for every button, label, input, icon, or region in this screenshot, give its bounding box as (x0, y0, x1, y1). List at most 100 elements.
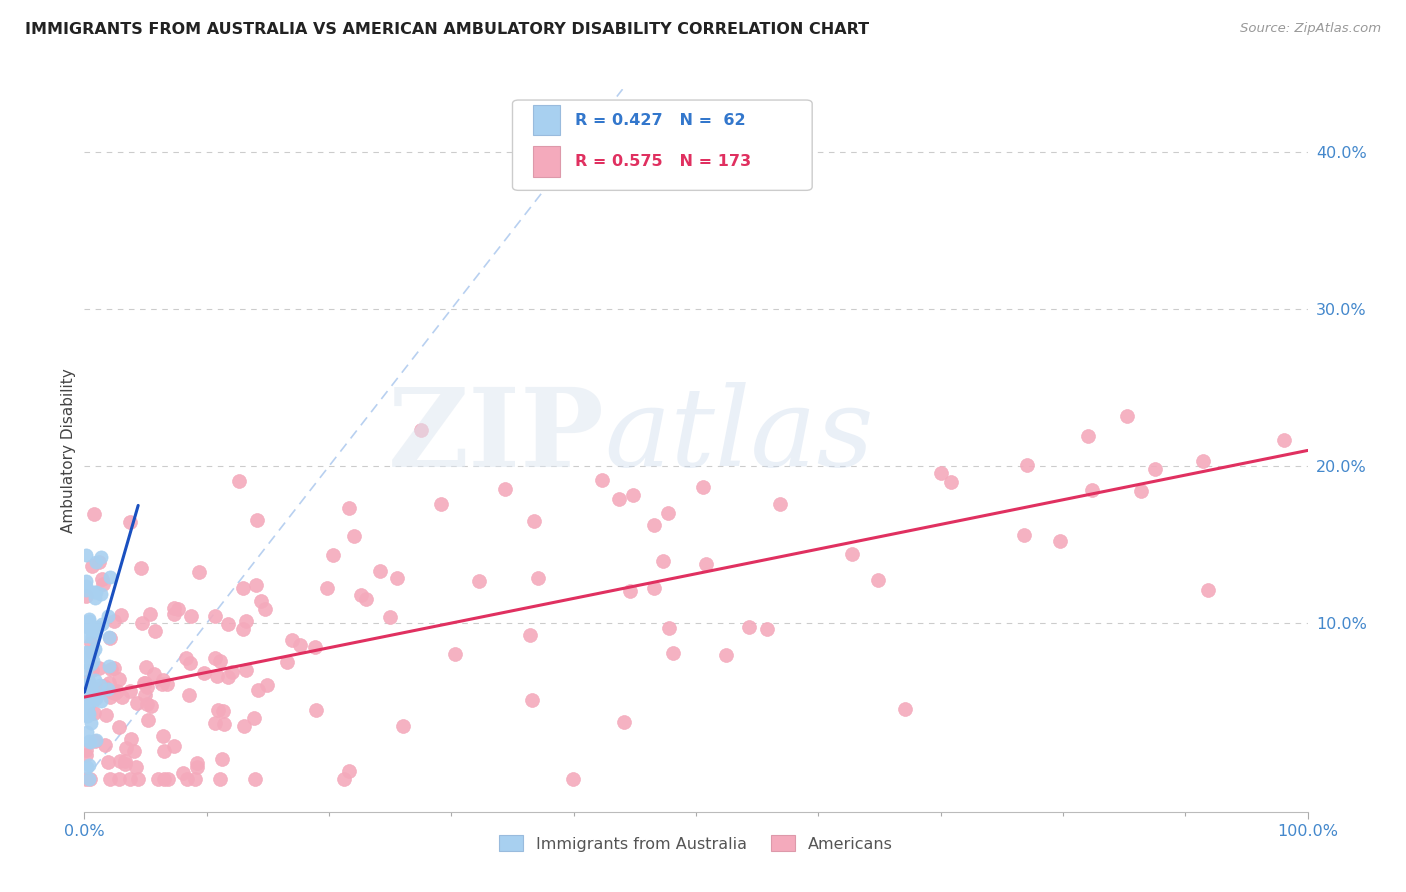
Point (127, 772, 149, 786)
Point (90, 550, 112, 565)
Point (368, 564, 391, 578)
Point (695, 558, 717, 572)
Point (561, 772, 583, 786)
Point (1144, 462, 1167, 476)
Point (84, 681, 107, 696)
Point (83, 693, 105, 707)
Point (204, 716, 226, 731)
Point (209, 654, 232, 668)
Point (75, 629, 97, 643)
Point (931, 466, 953, 480)
Point (207, 703, 229, 717)
Point (184, 772, 207, 786)
Point (304, 640, 326, 654)
Point (97, 609, 120, 624)
Point (87, 555, 110, 569)
Point (176, 651, 198, 665)
Point (152, 729, 174, 743)
Point (75, 579, 97, 593)
Point (97, 630, 120, 644)
FancyBboxPatch shape (533, 146, 560, 177)
Point (90, 694, 112, 708)
Point (84, 734, 107, 748)
Point (76, 725, 98, 739)
Point (115, 740, 138, 755)
Point (91, 573, 114, 587)
Point (256, 678, 278, 692)
Point (138, 713, 160, 727)
Point (221, 665, 243, 679)
Point (80, 663, 103, 677)
Point (110, 755, 132, 769)
Point (193, 665, 215, 680)
Point (156, 677, 179, 691)
Point (84, 591, 107, 606)
Point (209, 772, 232, 786)
Point (1197, 583, 1219, 598)
Point (332, 772, 354, 786)
Point (177, 688, 200, 702)
Point (841, 547, 863, 561)
Point (80, 636, 103, 650)
Point (135, 697, 157, 711)
Point (75, 678, 97, 692)
Point (217, 670, 239, 684)
Point (619, 584, 641, 599)
Point (84, 555, 107, 569)
Point (143, 624, 166, 639)
Point (82, 685, 104, 699)
Text: R = 0.427   N =  62: R = 0.427 N = 62 (575, 112, 745, 128)
Point (132, 676, 155, 690)
Point (118, 683, 141, 698)
Point (75, 649, 97, 664)
Point (94, 681, 117, 696)
Point (77, 695, 100, 709)
Point (657, 506, 679, 520)
Point (186, 756, 208, 770)
Point (243, 772, 266, 786)
Point (769, 497, 792, 511)
Point (163, 607, 186, 621)
Point (77, 615, 100, 629)
Point (77, 705, 100, 719)
Point (148, 772, 170, 786)
Point (392, 719, 415, 733)
Point (172, 765, 194, 780)
Point (139, 607, 162, 622)
Point (120, 772, 142, 786)
Point (125, 696, 148, 710)
Point (163, 600, 186, 615)
Point (76, 648, 98, 662)
Point (894, 701, 917, 715)
Point (83, 706, 105, 721)
Point (380, 609, 402, 624)
Point (494, 482, 516, 496)
Point (79, 735, 101, 749)
Point (77, 674, 100, 689)
Point (250, 594, 273, 608)
Point (129, 561, 152, 575)
Point (76, 673, 98, 688)
Point (1129, 483, 1152, 498)
Point (176, 772, 198, 786)
Point (232, 581, 254, 595)
Point (103, 661, 125, 675)
Point (235, 614, 257, 628)
Text: R = 0.575   N = 173: R = 0.575 N = 173 (575, 154, 751, 169)
Point (107, 672, 129, 686)
FancyBboxPatch shape (513, 100, 813, 190)
Point (91, 577, 114, 591)
Point (228, 474, 250, 488)
Point (247, 682, 270, 697)
Point (179, 657, 201, 671)
Point (468, 574, 491, 588)
Point (136, 680, 159, 694)
Point (141, 699, 163, 714)
Point (75, 548, 97, 562)
Point (212, 717, 235, 731)
Point (120, 731, 142, 746)
Point (80, 559, 103, 574)
Point (83, 690, 105, 705)
Point (157, 772, 180, 786)
Point (591, 473, 613, 487)
